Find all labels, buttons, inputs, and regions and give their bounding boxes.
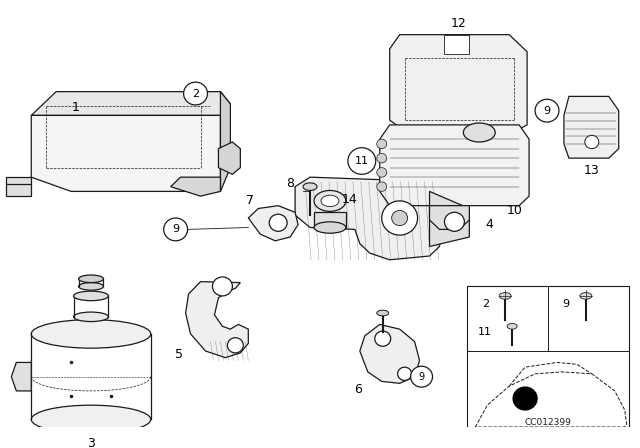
Polygon shape: [314, 212, 346, 228]
Polygon shape: [186, 282, 248, 358]
Ellipse shape: [31, 320, 151, 348]
Text: 11: 11: [478, 327, 492, 337]
Text: 3: 3: [87, 437, 95, 448]
Circle shape: [375, 331, 390, 346]
Circle shape: [513, 387, 537, 410]
Ellipse shape: [463, 123, 495, 142]
Text: 9: 9: [419, 372, 424, 382]
Text: 13: 13: [584, 164, 600, 177]
Polygon shape: [380, 125, 529, 206]
Ellipse shape: [79, 283, 104, 290]
Polygon shape: [171, 177, 220, 196]
Text: 2: 2: [482, 298, 489, 309]
Text: 12: 12: [451, 17, 467, 30]
Polygon shape: [429, 191, 469, 246]
Polygon shape: [248, 206, 298, 241]
Text: 7: 7: [246, 194, 254, 207]
Circle shape: [377, 139, 387, 149]
Polygon shape: [6, 177, 31, 196]
Ellipse shape: [377, 310, 388, 316]
Text: 4: 4: [485, 218, 493, 231]
Circle shape: [377, 168, 387, 177]
Text: 9: 9: [543, 106, 550, 116]
Ellipse shape: [314, 222, 346, 233]
Text: CC012399: CC012399: [525, 418, 572, 427]
Polygon shape: [295, 177, 444, 260]
Polygon shape: [429, 206, 469, 229]
Text: 11: 11: [355, 156, 369, 166]
Ellipse shape: [499, 293, 511, 299]
Ellipse shape: [321, 195, 339, 207]
Circle shape: [348, 148, 376, 174]
Circle shape: [377, 182, 387, 191]
Circle shape: [377, 153, 387, 163]
Polygon shape: [12, 362, 31, 391]
Ellipse shape: [74, 291, 108, 301]
Polygon shape: [218, 142, 241, 174]
Text: 9: 9: [172, 224, 179, 234]
Text: 1: 1: [72, 101, 80, 114]
Polygon shape: [360, 324, 420, 383]
Circle shape: [397, 367, 412, 380]
Ellipse shape: [580, 293, 592, 299]
Text: 10: 10: [506, 204, 522, 217]
Text: 6: 6: [354, 383, 362, 396]
Text: 8: 8: [286, 177, 294, 190]
Circle shape: [227, 338, 243, 353]
Circle shape: [411, 366, 433, 387]
Text: 9: 9: [563, 298, 570, 309]
Polygon shape: [31, 116, 220, 191]
Ellipse shape: [79, 275, 104, 283]
Circle shape: [535, 99, 559, 122]
Circle shape: [381, 201, 417, 235]
Text: 14: 14: [342, 193, 358, 206]
Circle shape: [212, 277, 232, 296]
Circle shape: [164, 218, 188, 241]
Text: 5: 5: [175, 348, 182, 362]
Ellipse shape: [31, 405, 151, 434]
Ellipse shape: [314, 190, 346, 211]
Circle shape: [269, 214, 287, 231]
Polygon shape: [564, 96, 619, 158]
Circle shape: [444, 212, 465, 231]
Circle shape: [585, 135, 599, 149]
Ellipse shape: [507, 323, 517, 329]
Polygon shape: [31, 92, 230, 116]
Polygon shape: [220, 92, 230, 191]
Bar: [467, 286, 628, 427]
Ellipse shape: [303, 183, 317, 190]
Polygon shape: [390, 34, 527, 134]
Text: 2: 2: [192, 89, 199, 99]
Circle shape: [392, 211, 408, 226]
Ellipse shape: [74, 312, 108, 322]
Circle shape: [184, 82, 207, 105]
Polygon shape: [444, 34, 469, 54]
